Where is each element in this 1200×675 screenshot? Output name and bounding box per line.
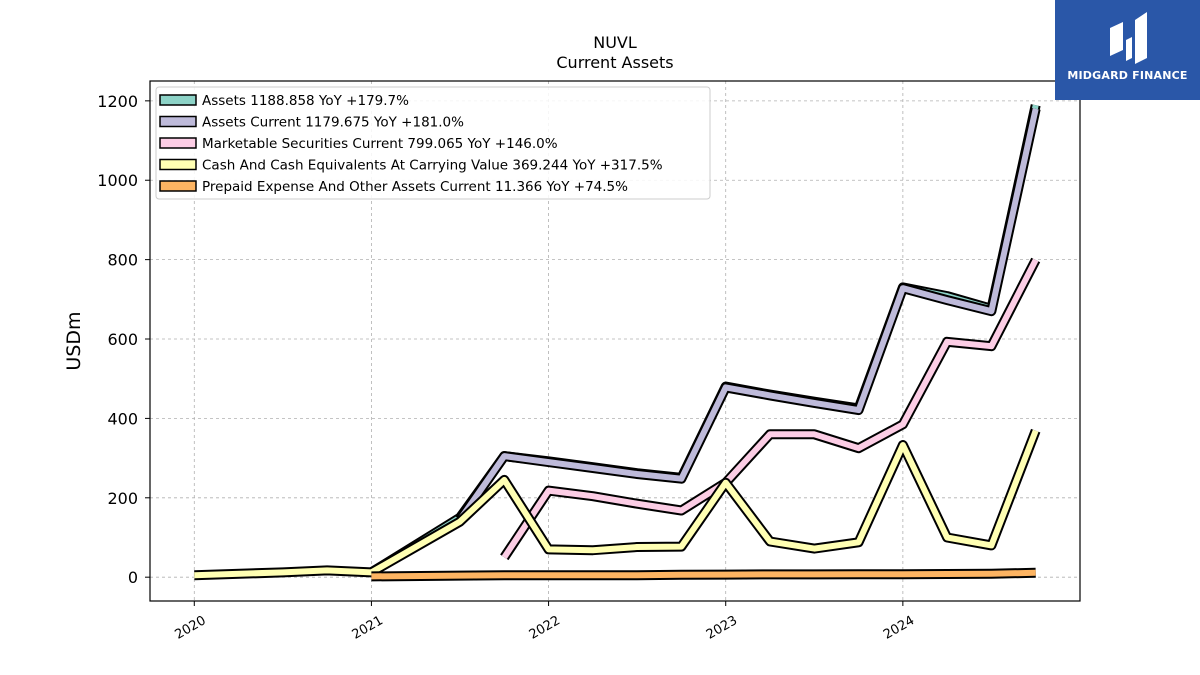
y-tick-label: 400 (107, 409, 138, 428)
y-tick-label: 1200 (97, 92, 138, 111)
series-layer (194, 104, 1041, 582)
legend-swatch (159, 180, 197, 192)
y-tick-label: 1000 (97, 171, 138, 190)
legend-label: Assets 1188.858 YoY +179.7% (202, 93, 409, 109)
legend-swatch (159, 115, 197, 128)
x-tick-label: 2023 (704, 613, 740, 643)
series-line (501, 258, 1039, 559)
legend-label: Prepaid Expense And Other Assets Current… (202, 179, 628, 195)
legend-swatch (159, 137, 197, 149)
y-tick-label: 600 (107, 330, 138, 349)
y-tick-label: 200 (107, 489, 138, 508)
y-tick-label: 800 (107, 251, 138, 270)
legend-label: Cash And Cash Equivalents At Carrying Va… (202, 158, 663, 174)
logo-text: MIDGARD FINANCE (1067, 69, 1188, 82)
series-1 (455, 107, 1041, 523)
series-2 (500, 257, 1041, 561)
legend-swatch (159, 158, 197, 171)
series-line (457, 108, 1039, 522)
x-tick-label: 2020 (172, 613, 208, 643)
series-line (371, 569, 1036, 580)
series-3 (194, 428, 1041, 581)
legend-label: Assets Current 1179.675 YoY +181.0% (202, 115, 464, 131)
x-tick-label: 2021 (350, 613, 386, 643)
x-tick-label: 2022 (527, 613, 563, 643)
legend-box (155, 86, 711, 200)
chart-title: NUVL (593, 33, 637, 52)
plot-frame (149, 80, 1081, 602)
x-tick-label: 2024 (881, 613, 917, 643)
series-4 (371, 567, 1036, 582)
logo-mark-icon (1110, 12, 1147, 64)
chart-subtitle: Current Assets (556, 53, 673, 72)
legend-label: Marketable Securities Current 799.065 Yo… (202, 136, 558, 152)
midgard-finance-logo: MIDGARD FINANCE (1055, 0, 1200, 100)
y-tick-label: 0 (128, 568, 138, 587)
legend: Assets 1188.858 YoY +179.7% Assets Curren… (155, 86, 711, 200)
series-line (194, 429, 1039, 579)
legend-swatch (159, 94, 197, 106)
y-axis-label: USDm (63, 311, 85, 370)
